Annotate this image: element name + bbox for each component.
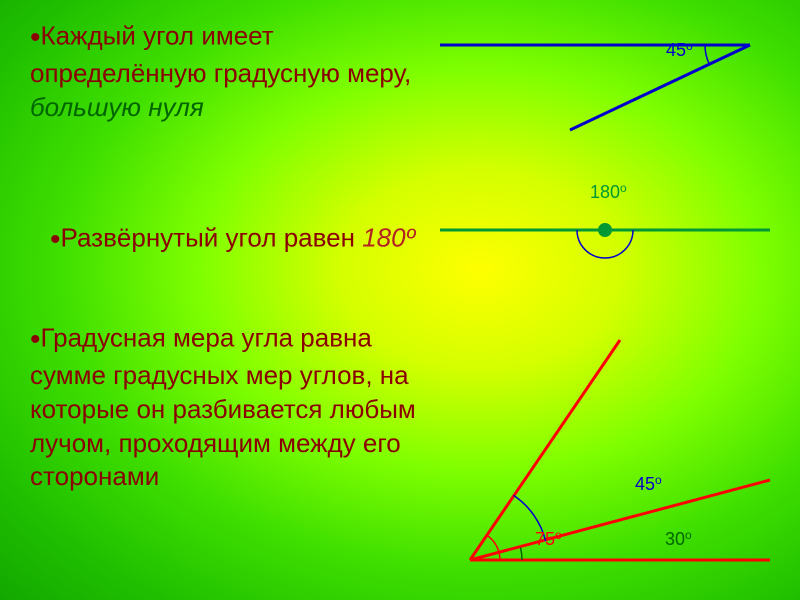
svg-text:180o: 180o [590,181,627,202]
bullet-2-value: 180º [355,222,415,252]
content: •Каждый угол имеет определённую градусну… [0,0,800,600]
svg-text:45o: 45o [666,39,693,60]
bullet-3-text: Градусная мера угла равна сумме градусны… [30,322,416,491]
bullet-dot: • [30,323,41,356]
bullet-3: •Градусная мера угла равна сумме градусн… [30,320,430,494]
diagram-split-angle: 30o 45o 75o [430,330,780,580]
bullet-1-text: Каждый угол имеет определённую градусную… [30,20,411,88]
bullet-dot: • [30,21,41,54]
bullet-1-emph: большую нуля [30,92,204,122]
bullet-1: •Каждый угол имеет определённую градусну… [30,18,430,125]
bullet-2: •Развёрнутый угол равен 180º [50,220,420,259]
diagram-180deg-angle: 180o [430,180,780,260]
svg-text:30o: 30o [665,528,692,549]
svg-text:45o: 45o [635,473,662,494]
bullet-dot: • [50,223,61,256]
diagram-45deg-angle: 45o [430,10,780,140]
svg-text:75o: 75o [535,528,562,549]
bullet-2-text: Развёрнутый угол равен [61,222,355,252]
